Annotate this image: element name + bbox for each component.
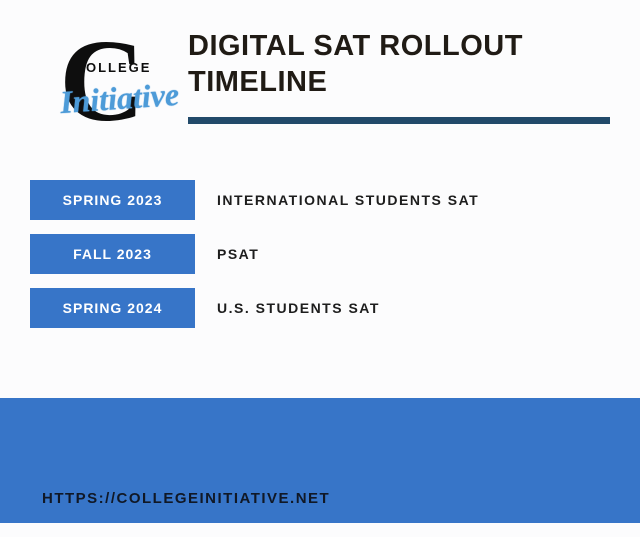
date-badge: FALL 2023 — [30, 234, 195, 274]
title-block: DIGITAL SAT ROLLOUT TIMELINE — [188, 22, 610, 124]
timeline-desc: INTERNATIONAL STUDENTS SAT — [217, 192, 479, 208]
logo-word-top: OLLEGE — [86, 60, 151, 75]
timeline-row: FALL 2023 PSAT — [30, 234, 640, 274]
timeline-desc: PSAT — [217, 246, 259, 262]
footer-url: HTTPS://COLLEGEINITIATIVE.NET — [42, 490, 330, 507]
timeline-desc: U.S. STUDENTS SAT — [217, 300, 380, 316]
header: C OLLEGE Initiative DIGITAL SAT ROLLOUT … — [0, 0, 640, 140]
date-badge: SPRING 2023 — [30, 180, 195, 220]
timeline: SPRING 2023 INTERNATIONAL STUDENTS SAT F… — [0, 180, 640, 328]
date-badge: SPRING 2024 — [30, 288, 195, 328]
timeline-row: SPRING 2023 INTERNATIONAL STUDENTS SAT — [30, 180, 640, 220]
title-underline — [188, 117, 610, 124]
logo: C OLLEGE Initiative — [42, 22, 160, 140]
logo-word-script: Initiative — [59, 76, 180, 121]
timeline-row: SPRING 2024 U.S. STUDENTS SAT — [30, 288, 640, 328]
page-title: DIGITAL SAT ROLLOUT TIMELINE — [188, 28, 610, 101]
